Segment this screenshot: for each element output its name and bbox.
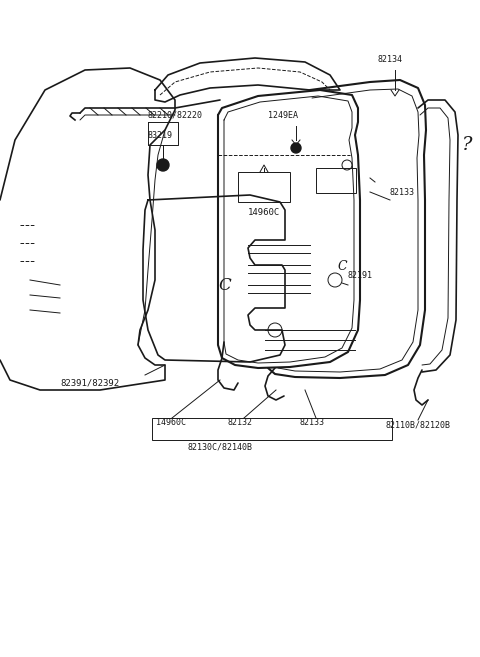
Text: 83219: 83219	[148, 131, 173, 140]
Text: 14960C: 14960C	[248, 208, 280, 217]
Bar	[316, 168, 356, 193]
Text: 82130C/82140B: 82130C/82140B	[188, 443, 253, 452]
Text: 82133: 82133	[300, 418, 325, 427]
Text: 82210/82220: 82210/82220	[148, 111, 203, 120]
Text: 82134: 82134	[378, 55, 403, 64]
Circle shape	[157, 159, 169, 171]
Text: 82191: 82191	[348, 271, 373, 280]
Text: C: C	[338, 260, 348, 273]
Text: ?: ?	[462, 136, 472, 154]
Text: 1249EA: 1249EA	[268, 111, 298, 120]
Text: 82110B/82120B: 82110B/82120B	[385, 421, 450, 430]
Text: 82133: 82133	[390, 188, 415, 197]
Text: 14960C: 14960C	[156, 418, 186, 427]
Text: C: C	[218, 277, 231, 294]
Bar	[152, 418, 392, 440]
Text: 82391/82392: 82391/82392	[60, 378, 119, 387]
Bar	[238, 172, 290, 202]
Circle shape	[291, 143, 301, 153]
Text: 82132: 82132	[228, 418, 253, 427]
